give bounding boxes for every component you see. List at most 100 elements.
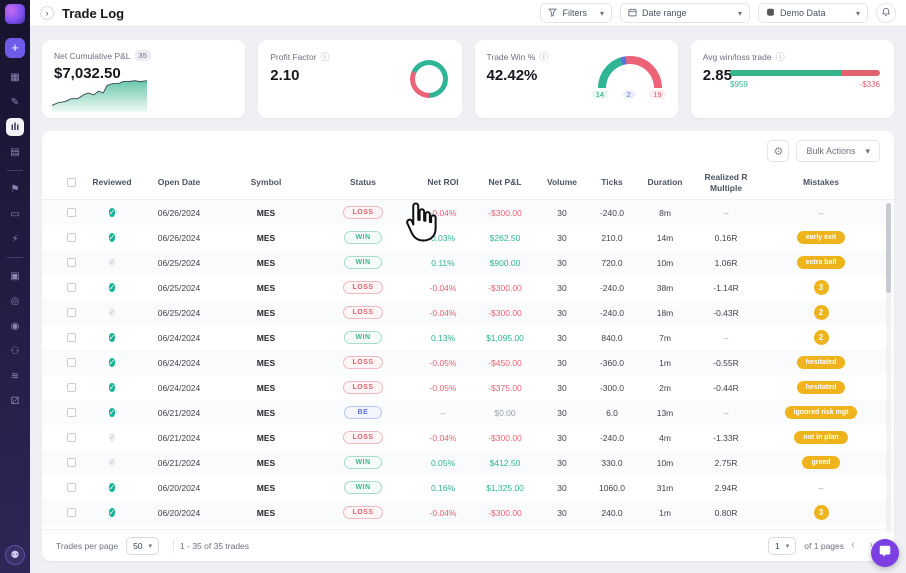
row-checkbox[interactable] xyxy=(66,483,76,492)
table-settings-button[interactable]: ⚙ xyxy=(767,140,790,162)
mistake-tag[interactable]: greed xyxy=(802,456,840,469)
status-badge[interactable]: WIN xyxy=(344,231,382,244)
table-row[interactable]: ✓ 06/24/2024 MES LOSS -0.05% -$450.00 30 -360.0… xyxy=(42,350,894,375)
mistake-count-badge[interactable]: 2 xyxy=(813,330,829,345)
row-checkbox[interactable] xyxy=(66,358,76,367)
row-checkbox[interactable] xyxy=(66,333,76,342)
table-row[interactable]: ✓ 06/21/2024 MES WIN 0.05% $412.50 30 330.0 10m 2… xyxy=(42,450,894,475)
add-trade-button[interactable]: + xyxy=(5,38,25,58)
education-icon[interactable]: ≋ xyxy=(10,370,20,382)
table-scrollbar[interactable] xyxy=(886,203,891,533)
notifications-button[interactable] xyxy=(876,3,896,23)
table-row[interactable]: ✓ 06/25/2024 MES LOSS -0.04% -$300.00 30 -240.0… xyxy=(42,275,894,300)
status-badge[interactable]: WIN xyxy=(344,256,382,269)
info-icon[interactable]: ⓘ xyxy=(775,52,785,62)
row-checkbox[interactable] xyxy=(66,208,76,217)
page-select[interactable]: 1 ▾ xyxy=(768,536,797,555)
select-all-checkbox[interactable] xyxy=(66,178,76,187)
bulk-actions-button[interactable]: Bulk Actions ▾ xyxy=(796,140,880,162)
row-checkbox[interactable] xyxy=(66,283,76,292)
info-icon[interactable]: ⓘ xyxy=(539,52,549,62)
row-checkbox[interactable] xyxy=(66,458,76,467)
table-row[interactable]: ✓ 06/25/2024 MES LOSS -0.04% -$300.00 30 -240.0… xyxy=(42,300,894,325)
status-badge[interactable]: LOSS xyxy=(343,431,383,444)
losses-count: 19 xyxy=(649,90,666,99)
reviewed-toggle[interactable]: ✓ xyxy=(108,433,116,442)
reviewed-toggle[interactable]: ✓ xyxy=(108,333,116,342)
table-row[interactable]: ✓ 06/21/2024 MES BE – $0.00 30 6.0 13m – ignored r… xyxy=(42,400,894,425)
status-badge[interactable]: WIN xyxy=(344,456,382,469)
status-badge[interactable]: LOSS xyxy=(343,281,383,294)
info-icon[interactable]: ⓘ xyxy=(320,52,330,62)
table-row[interactable]: ✓ 06/26/2024 MES WIN 0.03% $262.50 30 210.0 14m 0… xyxy=(42,225,894,250)
reviewed-toggle[interactable]: ✓ xyxy=(108,208,116,217)
status-badge[interactable]: BE xyxy=(344,406,382,419)
reviewed-toggle[interactable]: ✓ xyxy=(108,233,116,242)
row-checkbox[interactable] xyxy=(66,383,76,392)
reviewed-toggle[interactable]: ✓ xyxy=(108,408,116,417)
status-badge[interactable]: WIN xyxy=(344,481,382,494)
row-checkbox[interactable] xyxy=(66,308,76,317)
prev-page-button[interactable]: ‹ xyxy=(851,538,855,551)
filters-button[interactable]: Filters ▾ xyxy=(540,3,612,23)
playbook-icon[interactable]: ⚂ xyxy=(10,395,20,407)
reviewed-toggle[interactable]: ✓ xyxy=(108,283,116,292)
reviewed-toggle[interactable]: ✓ xyxy=(108,383,116,392)
reviewed-toggle[interactable]: ✓ xyxy=(108,508,116,517)
status-badge[interactable]: LOSS xyxy=(343,506,383,519)
table-row[interactable]: ✓ 06/20/2024 MES LOSS -0.04% -$300.00 30 240.0 1… xyxy=(42,500,894,525)
table-row[interactable]: ✓ 06/25/2024 MES WIN 0.11% $900.00 30 720.0 10m 1… xyxy=(42,250,894,275)
daily-journal-icon[interactable]: ✎ xyxy=(10,96,20,108)
status-badge[interactable]: LOSS xyxy=(343,381,383,394)
per-page-select[interactable]: 50 ▾ xyxy=(126,536,160,555)
backtesting-icon[interactable]: ▭ xyxy=(10,208,20,220)
reviewed-toggle[interactable]: ✓ xyxy=(108,458,116,467)
mistake-count-badge[interactable]: 3 xyxy=(813,280,829,295)
user-avatar[interactable]: ⚉ xyxy=(5,545,25,565)
progress-tracker-icon[interactable]: ⚑ xyxy=(10,183,20,195)
reviewed-toggle[interactable]: ✓ xyxy=(108,258,116,267)
reviewed-toggle[interactable]: ✓ xyxy=(108,483,116,492)
mistake-tag[interactable]: hesitated xyxy=(796,356,846,369)
notebook-icon[interactable]: ▤ xyxy=(10,146,20,158)
net-pnl: $0.00 xyxy=(494,407,516,418)
trade-log-icon[interactable]: ılı xyxy=(6,118,24,136)
mistake-tag[interactable]: not in plan xyxy=(794,431,848,444)
status-badge[interactable]: LOSS xyxy=(343,356,383,369)
duration: 38m xyxy=(656,282,674,293)
table-row[interactable]: ✓ 06/21/2024 MES LOSS -0.04% -$300.00 30 -240.0… xyxy=(42,425,894,450)
demo-data-button[interactable]: Demo Data ▾ xyxy=(758,3,868,23)
card-profit-factor: Profit Factor ⓘ 2.10 xyxy=(258,40,462,118)
table-row[interactable]: ✓ 06/20/2024 MES WIN 0.16% $1,325.00 30 1060.0 3… xyxy=(42,475,894,500)
row-checkbox[interactable] xyxy=(66,233,76,242)
mistake-tag[interactable]: hesitated xyxy=(796,381,846,394)
table-row[interactable]: ✓ 06/24/2024 MES WIN 0.13% $1,095.00 30 840.0 7m… xyxy=(42,325,894,350)
date-range-button[interactable]: Date range ▾ xyxy=(620,3,750,23)
table-row[interactable]: ✓ 06/24/2024 MES LOSS -0.05% -$375.00 30 -300.0… xyxy=(42,375,894,400)
row-checkbox[interactable] xyxy=(66,258,76,267)
mistake-count-badge[interactable]: 3 xyxy=(813,505,829,520)
chat-support-button[interactable] xyxy=(871,539,899,567)
table-row[interactable]: ✓ 06/26/2024 MES LOSS -0.04% -$300.00 30 -240.0… xyxy=(42,200,894,225)
community-icon[interactable]: ⚇ xyxy=(10,345,20,357)
sidebar-collapse-button[interactable]: › xyxy=(40,6,54,20)
reports-icon[interactable]: ▣ xyxy=(10,270,20,282)
mentor-icon[interactable]: ◎ xyxy=(10,295,20,307)
mistake-count-badge[interactable]: 2 xyxy=(813,305,829,320)
status-badge[interactable]: LOSS xyxy=(343,206,383,219)
row-checkbox[interactable] xyxy=(66,508,76,517)
mistake-tag[interactable]: extra ball xyxy=(796,256,846,269)
dashboard-icon[interactable]: ▦ xyxy=(10,71,20,83)
realized-r-multiple: 2.75R xyxy=(714,457,738,468)
status-badge[interactable]: WIN xyxy=(344,331,382,344)
replay-icon[interactable]: ⚡ xyxy=(11,233,19,245)
mistake-tag[interactable]: early exit xyxy=(796,231,846,244)
next-page-button[interactable]: › xyxy=(869,538,873,551)
row-checkbox[interactable] xyxy=(66,433,76,442)
reviewed-toggle[interactable]: ✓ xyxy=(108,308,116,317)
row-checkbox[interactable] xyxy=(66,408,76,417)
status-badge[interactable]: LOSS xyxy=(343,306,383,319)
goals-icon[interactable]: ◉ xyxy=(10,320,20,332)
mistake-tag[interactable]: ignored risk mgt xyxy=(784,406,858,419)
reviewed-toggle[interactable]: ✓ xyxy=(108,358,116,367)
